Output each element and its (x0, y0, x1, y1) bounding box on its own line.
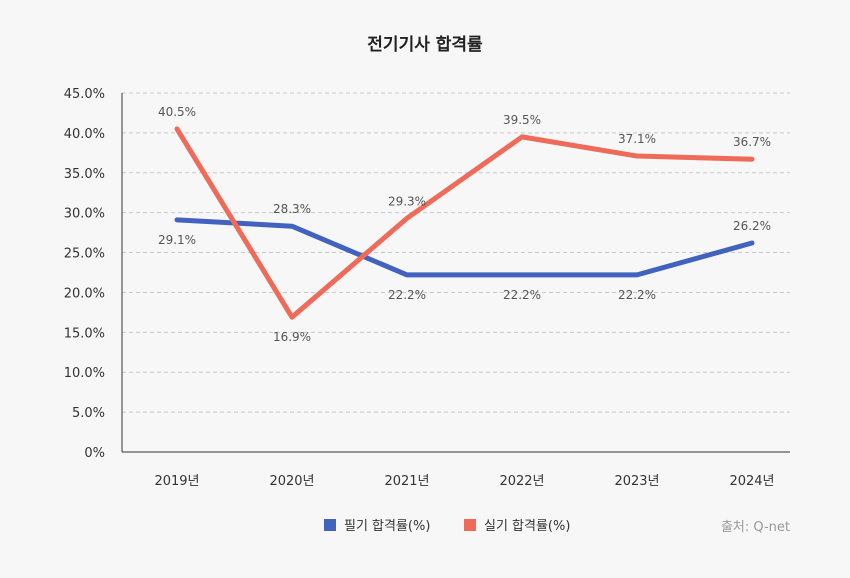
data-label: 22.2% (388, 288, 426, 302)
legend-label-written: 필기 합격률(%) (344, 519, 431, 534)
y-tick-label: 35.0% (64, 167, 105, 182)
data-label: 29.3% (388, 194, 426, 208)
chart-title: 전기기사 합격률 (367, 35, 483, 55)
series-line-written (174, 217, 755, 278)
y-tick-label: 20.0% (64, 286, 105, 301)
data-label: 22.2% (503, 288, 541, 302)
x-tick-label: 2019년 (154, 474, 199, 489)
y-tick-label: 5.0% (72, 406, 105, 421)
data-label: 40.5% (158, 105, 196, 119)
data-label: 22.2% (618, 288, 656, 302)
y-tick-label: 30.0% (64, 207, 105, 222)
data-label: 26.2% (733, 219, 771, 233)
y-tick-label: 10.0% (64, 366, 105, 381)
x-tick-label: 2022년 (499, 474, 544, 489)
data-label: 36.7% (733, 135, 771, 149)
x-tick-label: 2024년 (729, 474, 774, 489)
y-tick-label: 40.0% (64, 127, 105, 142)
data-label: 29.1% (158, 233, 196, 247)
legend-item-written: 필기 합격률(%) (324, 515, 430, 534)
legend-swatch-written (324, 518, 336, 531)
series-line-practical (174, 126, 755, 320)
data-label: 16.9% (273, 330, 311, 344)
y-tick-label: 25.0% (64, 247, 105, 262)
legend-label-practical: 실기 합격률(%) (484, 519, 571, 534)
x-tick-label: 2020년 (269, 474, 314, 489)
data-label: 28.3% (273, 202, 311, 216)
legend-item-practical: 실기 합격률(%) (464, 515, 570, 534)
source-note: 출처: Q-net (720, 520, 790, 535)
data-label: 39.5% (503, 113, 541, 127)
y-tick-label: 0% (84, 446, 105, 461)
y-tick-label: 45.0% (64, 87, 105, 102)
y-tick-label: 15.0% (64, 326, 105, 341)
data-label: 37.1% (618, 132, 656, 146)
x-tick-label: 2023년 (614, 474, 659, 489)
legend-swatch-practical (464, 518, 476, 531)
x-tick-label: 2021년 (384, 474, 429, 489)
